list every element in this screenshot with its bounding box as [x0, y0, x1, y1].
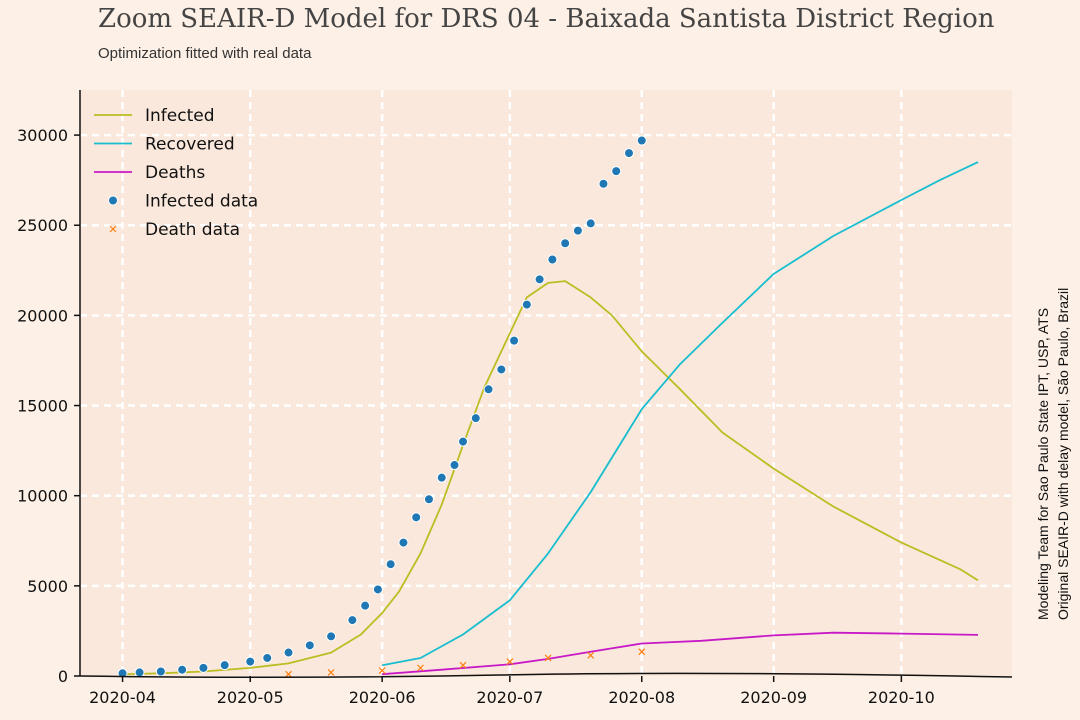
point-death-data [587, 651, 595, 659]
point-infected-data [262, 652, 273, 663]
point-infected-data [547, 254, 558, 265]
point-infected-data [449, 460, 460, 471]
x-tick-label: 2020-07 [476, 688, 543, 707]
point-infected-data [636, 135, 647, 146]
point-infected-data [611, 166, 622, 177]
point-infected-data [304, 640, 315, 651]
point-infected-data [385, 559, 396, 570]
point-infected-data [560, 238, 571, 249]
y-tick-label: 30000 [17, 126, 68, 145]
y-tick-label: 20000 [17, 306, 68, 325]
y-tick-label: 0 [58, 667, 68, 686]
point-infected-data [398, 537, 409, 548]
credit-line: Modeling Team for Sao Paulo State IPT, U… [1035, 308, 1051, 620]
point-death-data [459, 661, 467, 669]
legend-marker-infected-data [108, 195, 118, 206]
point-infected-data [598, 178, 609, 189]
legend-label: Recovered [145, 135, 235, 155]
point-infected-data [283, 647, 294, 658]
x-tick-label: 2020-04 [89, 688, 156, 707]
point-infected-data [623, 148, 634, 159]
point-death-data [417, 664, 424, 672]
legend-label: Deaths [145, 163, 205, 183]
line-infected [122, 280, 979, 676]
point-infected-data [496, 364, 507, 375]
x-tick-label: 2020-08 [608, 688, 675, 707]
legend-label: Infected [145, 106, 215, 126]
credit-line: Original SEAIR-D with delay model, São P… [1055, 288, 1071, 620]
point-infected-data [372, 584, 383, 595]
grid [80, 90, 1012, 676]
legend: Infected Recovered Deaths Infected data Deat… [94, 106, 258, 240]
chart-title: Zoom SEAIR-D Model for DRS 04 - Baixada … [98, 4, 995, 34]
point-death-data [506, 658, 514, 665]
point-death-data [544, 654, 552, 662]
credits: Modeling Team for Sao Paulo State IPT, U… [1035, 288, 1071, 620]
point-infected-data [155, 666, 166, 677]
point-infected-data [509, 335, 520, 346]
point-infected-data [411, 512, 422, 523]
x-tick-label: 2020-06 [349, 688, 416, 707]
legend-label: Death data [145, 220, 240, 240]
point-infected-data [585, 218, 596, 229]
point-death-data [378, 667, 386, 675]
point-infected-data [134, 667, 145, 678]
x-tick-label: 2020-05 [217, 688, 284, 707]
point-infected-data [326, 631, 337, 642]
y-tick-label: 5000 [27, 577, 68, 596]
axes: 0 5000 10000 15000 20000 25000 30000 2020-04 202… [17, 90, 1013, 707]
point-infected-data [534, 274, 545, 285]
point-infected-data [360, 600, 371, 611]
legend-label: Infected data [145, 192, 258, 212]
y-tick-label: 15000 [17, 397, 68, 416]
y-tick-label: 10000 [17, 487, 68, 506]
chart-subtitle: Optimization fitted with real data [98, 45, 312, 62]
x-tick-label: 2020-09 [740, 688, 807, 707]
point-death-data [285, 670, 292, 678]
point-infected-data [521, 299, 532, 310]
legend-marker-death-data [109, 225, 117, 233]
point-infected-data [436, 472, 447, 483]
x-tick-label: 2020-10 [868, 688, 935, 707]
point-infected-data [572, 225, 583, 236]
series-group [117, 135, 979, 679]
point-infected-data [245, 656, 256, 667]
y-tick-label: 25000 [17, 216, 68, 235]
point-infected-data [347, 615, 358, 626]
point-death-data [327, 668, 335, 676]
point-infected-data [423, 494, 434, 505]
x-axis-line [79, 672, 1013, 679]
point-infected-data [198, 662, 209, 673]
line-recovered [382, 161, 979, 667]
line-deaths [382, 631, 979, 676]
point-infected-data [177, 664, 188, 675]
point-infected-data [470, 413, 481, 424]
point-infected-data [483, 384, 494, 395]
point-infected-data [458, 436, 469, 447]
point-death-data [638, 648, 646, 656]
point-infected-data [219, 660, 230, 671]
plot-area [80, 90, 1012, 676]
